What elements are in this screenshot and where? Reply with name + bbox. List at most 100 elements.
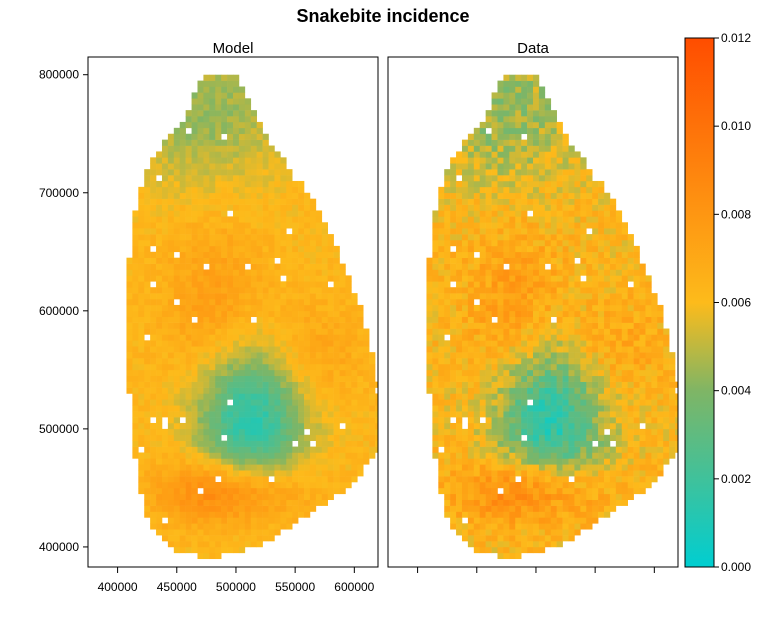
- heat-cell: [221, 92, 228, 99]
- heat-cell: [179, 387, 186, 394]
- heat-cell: [203, 304, 210, 312]
- heat-cell: [333, 417, 340, 424]
- heat-cell: [144, 228, 151, 235]
- heat-cell: [473, 334, 481, 341]
- heat-cell: [167, 446, 175, 453]
- heat-cell: [538, 411, 546, 418]
- heat-cell: [185, 169, 192, 176]
- heat-cell: [592, 216, 599, 223]
- heat-cell: [568, 346, 575, 353]
- heat-cell: [544, 127, 552, 135]
- heat-cell: [592, 375, 599, 382]
- panel-label-data: Data: [517, 40, 549, 57]
- heat-cell: [286, 192, 293, 199]
- heat-cell: [479, 476, 486, 483]
- heat-cell: [256, 517, 263, 524]
- heat-cell: [209, 541, 216, 548]
- heat-cell: [544, 476, 552, 483]
- heat-cell: [185, 363, 192, 371]
- heat-cell: [280, 192, 287, 199]
- heat-cell: [491, 251, 498, 258]
- heat-cell: [645, 452, 652, 459]
- heat-cell: [538, 245, 546, 253]
- heat-cell: [485, 493, 492, 501]
- heat-cell: [533, 440, 540, 447]
- heat-cell: [315, 322, 323, 329]
- heat-cell: [615, 263, 623, 270]
- heat-cell: [209, 210, 216, 217]
- heat-cell: [286, 411, 293, 418]
- heat-cell: [609, 411, 617, 418]
- heat-cell: [363, 452, 370, 459]
- heat-cell: [432, 446, 439, 453]
- heat-cell: [286, 523, 293, 530]
- heat-cell: [598, 192, 605, 199]
- heat-cell: [315, 487, 323, 495]
- heat-cell: [268, 369, 275, 377]
- heat-cell: [473, 452, 481, 459]
- heat-cell: [461, 316, 469, 323]
- heat-cell: [497, 393, 504, 400]
- heat-cell: [203, 340, 210, 347]
- heat-cell: [509, 245, 516, 253]
- heat-cell: [639, 381, 646, 388]
- heat-cell: [645, 281, 652, 288]
- heat-cell: [627, 387, 634, 394]
- heat-cell: [509, 464, 516, 471]
- heat-cell: [639, 411, 646, 418]
- heat-cell: [309, 257, 317, 264]
- heat-cell: [327, 245, 334, 253]
- heat-cell: [274, 216, 281, 223]
- heat-cell: [250, 487, 257, 495]
- heat-cell: [456, 346, 463, 353]
- heat-cell: [497, 304, 504, 312]
- heat-cell: [609, 310, 617, 318]
- heat-cell: [521, 322, 528, 329]
- heat-cell: [292, 428, 299, 436]
- heat-cell: [621, 464, 628, 471]
- heat-cell: [256, 263, 263, 270]
- heat-cell: [203, 493, 210, 501]
- heat-cell: [432, 263, 439, 270]
- heat-cell: [309, 299, 317, 306]
- heat-cell: [509, 458, 516, 465]
- heat-cell: [663, 399, 670, 406]
- heat-cell: [533, 499, 540, 506]
- heat-cell: [444, 393, 451, 400]
- heat-cell: [456, 369, 463, 377]
- heat-cell: [544, 458, 552, 465]
- heat-cell: [227, 74, 234, 81]
- heat-cell: [473, 257, 481, 264]
- heat-cell: [144, 417, 151, 424]
- heat-cell: [467, 417, 475, 424]
- heat-cell: [144, 287, 151, 294]
- heat-cell: [244, 411, 252, 418]
- heat-cell: [467, 216, 475, 223]
- heat-cell: [268, 352, 275, 359]
- heat-cell: [179, 287, 186, 294]
- heat-cell: [280, 434, 287, 441]
- heat-cell: [639, 310, 646, 318]
- heat-cell: [503, 127, 510, 135]
- heat-cell: [450, 411, 457, 418]
- heat-cell: [527, 180, 534, 188]
- heat-cell: [568, 281, 575, 288]
- heat-cell: [544, 121, 552, 129]
- heat-cell: [333, 422, 340, 430]
- heat-cell: [663, 393, 670, 400]
- heat-cell: [215, 257, 222, 264]
- heat-cell: [633, 363, 640, 371]
- heat-cell: [215, 535, 222, 542]
- heat-cell: [238, 476, 246, 483]
- heat-cell: [315, 346, 323, 353]
- heat-cell: [550, 180, 557, 188]
- heat-cell: [538, 310, 546, 318]
- heat-cell: [580, 228, 587, 235]
- heat-cell: [568, 234, 575, 241]
- heat-cell: [515, 387, 522, 394]
- heat-cell: [280, 222, 287, 229]
- heat-cell: [197, 251, 204, 258]
- heat-cell: [221, 198, 228, 205]
- heat-cell: [438, 287, 445, 294]
- heat-cell: [221, 304, 228, 312]
